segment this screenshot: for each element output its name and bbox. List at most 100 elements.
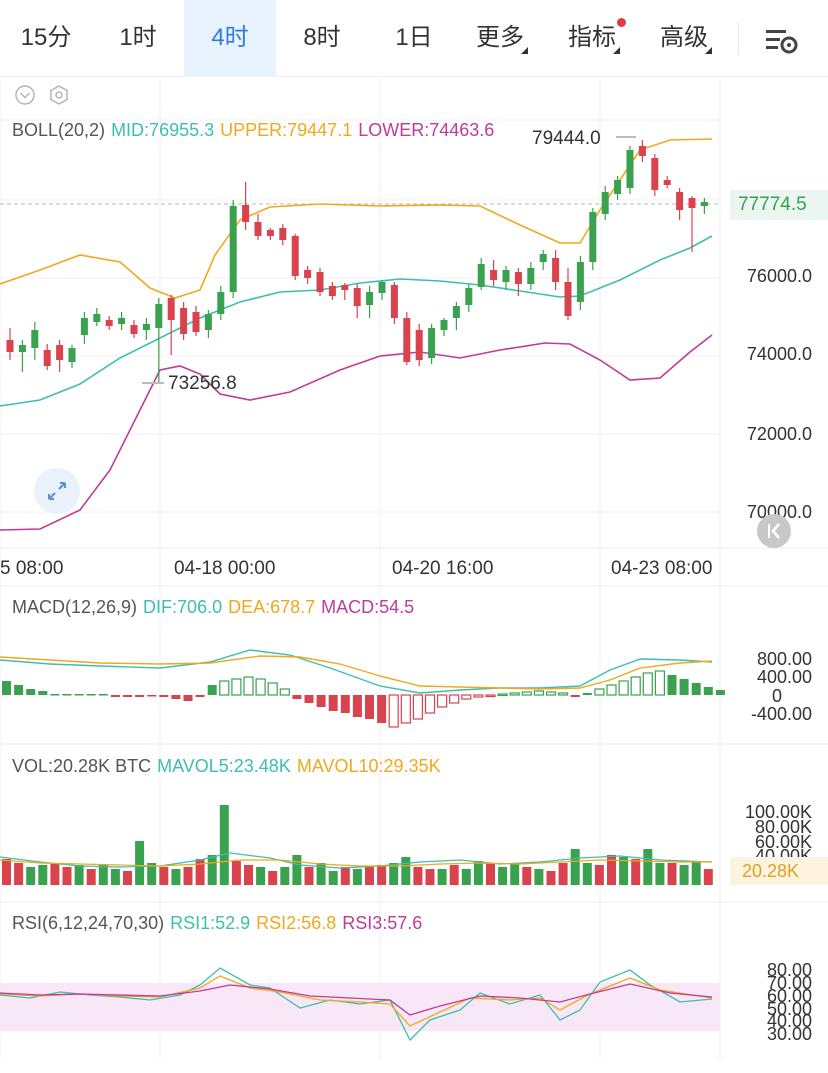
rsi-axis-label: 80.00 — [766, 960, 812, 980]
macd-histogram-bar — [74, 694, 84, 696]
volume-bar — [2, 859, 11, 885]
tab-1h[interactable]: 1时 — [92, 0, 184, 76]
candle-body — [118, 318, 126, 324]
candle-body — [6, 340, 14, 352]
candle-body — [552, 258, 560, 282]
macd-histogram-bar — [304, 695, 314, 703]
tab-label: 4时 — [211, 24, 249, 51]
macd-histogram-bar — [279, 688, 290, 696]
volume-axis-label: 80.00K — [754, 817, 812, 837]
rsi-1: RSI1:52.9 — [170, 913, 251, 933]
macd-histogram-bar — [630, 676, 641, 696]
price-axis-label: 72000.0 — [746, 424, 812, 444]
volume-bar — [110, 869, 120, 885]
macd-histogram-bar — [618, 680, 629, 696]
volume-bar — [183, 867, 193, 885]
tab-1d[interactable]: 1日 — [368, 0, 460, 76]
volume-axis-label: 60.00K — [754, 832, 812, 852]
candle-body — [266, 230, 274, 236]
candle-body — [279, 228, 287, 240]
macd-histogram-bar — [461, 694, 472, 700]
macd-dea-line — [0, 655, 713, 690]
volume-bar — [486, 863, 495, 885]
tab-indicators[interactable]: 指标 — [566, 0, 626, 76]
volume-bar — [328, 871, 338, 885]
volume-bar — [570, 849, 580, 885]
current-volume-tag: 20.28K — [730, 857, 828, 885]
volume-bar — [62, 867, 72, 885]
volume-bar — [171, 869, 181, 885]
volume-bar — [98, 865, 108, 885]
volume-bar — [522, 867, 532, 885]
collapse-left-icon[interactable] — [757, 514, 791, 548]
macd-histogram-bar — [521, 691, 532, 696]
boll-name: BOLL(20,2) — [12, 120, 106, 140]
time-axis-label: 5 08:00 — [0, 558, 64, 579]
candle-body — [105, 320, 113, 326]
candle-body — [366, 292, 374, 305]
volume-bar — [498, 867, 508, 885]
macd-histogram-bar — [485, 694, 496, 698]
macd-histogram-bar — [654, 670, 666, 696]
chart-settings-icon[interactable] — [762, 22, 802, 58]
tab-label: 更多 — [476, 24, 524, 51]
macd-histogram-bar — [473, 694, 484, 698]
macd-histogram-bar — [497, 693, 508, 697]
volume-bar — [449, 865, 459, 885]
boll-mid: MID:76955.3 — [111, 120, 215, 140]
candle-body — [316, 272, 324, 292]
macd-histogram-bar — [219, 680, 230, 696]
candle-body — [142, 324, 150, 330]
volume-bar — [244, 865, 253, 885]
volume-bar — [473, 861, 483, 885]
macd-histogram-bar — [509, 692, 520, 696]
expand-icon[interactable] — [34, 468, 80, 514]
volume-bar — [207, 855, 217, 885]
volume-bar — [582, 863, 592, 885]
tab-4h[interactable]: 4时 — [184, 0, 276, 76]
macd-histogram-bar — [86, 694, 96, 696]
candle-body — [304, 270, 312, 278]
candle-body — [614, 180, 622, 194]
boll-legend: BOLL(20,2) MID:76955.3 UPPER:79447.1 LOWER:… — [12, 120, 500, 141]
macd-histogram-bar — [412, 694, 423, 720]
volume-bar — [461, 869, 471, 885]
candle-body — [490, 270, 498, 280]
rsi-legend: RSI(6,12,24,70,30) RSI1:52.9 RSI2:56.8 RSI3… — [12, 913, 428, 934]
volume-legend: VOL:20.28K BTC MAVOL5:23.48K MAVOL10:29.35… — [12, 756, 447, 777]
volume-axis-label: 100.00K — [744, 802, 812, 822]
tab-8h[interactable]: 8时 — [276, 0, 368, 76]
chevron-down-icon[interactable] — [14, 84, 36, 106]
volume-bar — [14, 863, 24, 885]
volume-bar — [352, 869, 362, 885]
rsi-3: RSI3:57.6 — [342, 913, 423, 933]
rsi1-line — [0, 967, 713, 1042]
volume-mavol5-line — [0, 852, 713, 869]
macd-histogram-bar — [98, 694, 108, 696]
macd-histogram-bar — [703, 687, 713, 695]
candle-body — [18, 345, 26, 352]
macd-dif-line — [0, 649, 713, 694]
macd-histogram-bar — [243, 676, 254, 696]
candle-body — [43, 350, 51, 366]
macd-histogram-bar — [50, 694, 60, 696]
macd-histogram-bar — [26, 689, 36, 695]
timeframe-tab-bar: 15分 1时 4时 8时 1日 更多 指标 高级 — [0, 0, 828, 77]
volume-bar — [86, 869, 96, 885]
rsi-axis-label: 70.00 — [766, 973, 812, 993]
candle-body — [415, 330, 423, 360]
candle-body — [601, 192, 609, 214]
volume-bar — [413, 867, 423, 885]
rsi2-line — [0, 975, 713, 1027]
hexagon-settings-icon[interactable] — [48, 84, 70, 106]
tab-15m[interactable]: 15分 — [0, 0, 92, 76]
candle-body — [242, 205, 250, 222]
macd-histogram-bar — [545, 691, 557, 696]
time-axis-label: 04-23 08:00 — [611, 558, 713, 579]
tab-more[interactable]: 更多 — [474, 0, 528, 76]
notification-dot — [617, 18, 626, 27]
tab-advanced[interactable]: 高级 — [658, 0, 712, 76]
candle-body — [502, 270, 510, 282]
candle-body — [80, 318, 88, 335]
